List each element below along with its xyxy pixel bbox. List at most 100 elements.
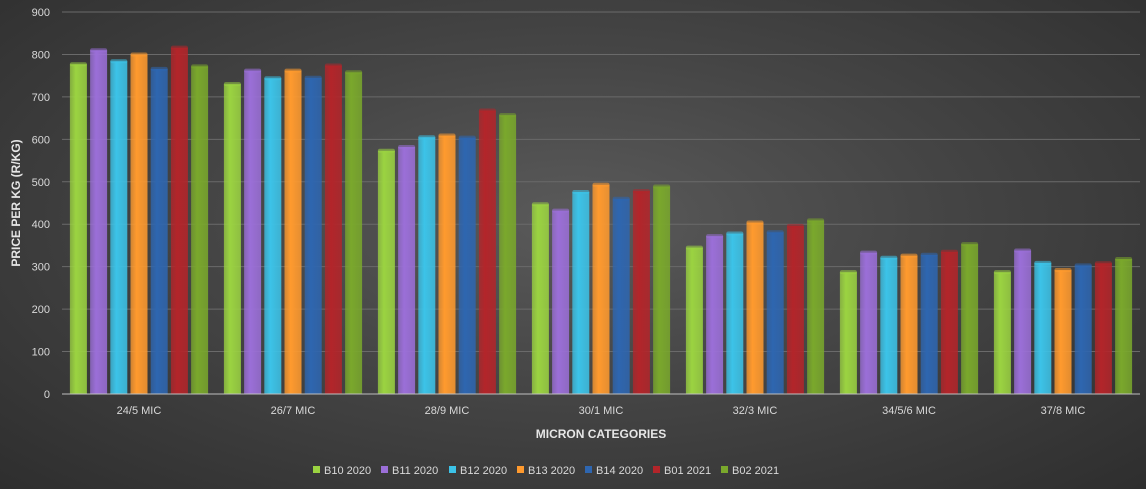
bar-cap [1014, 248, 1032, 253]
bar [264, 76, 282, 395]
bar [632, 189, 650, 394]
x-tick-label: 34/5/6 MIC [882, 405, 936, 417]
bar-body [438, 135, 456, 394]
bar [900, 253, 918, 394]
x-tick-label: 28/9 MIC [425, 405, 470, 417]
bar-body [1094, 263, 1112, 394]
bar [438, 133, 456, 394]
legend-swatch [653, 466, 660, 473]
gridlines [62, 11, 1140, 353]
bar-cap [130, 52, 148, 57]
legend-label: B14 2020 [596, 465, 643, 477]
bar [345, 70, 363, 394]
bar-body [377, 150, 395, 394]
bar-cap [324, 63, 342, 68]
bar-body [880, 257, 898, 394]
bar-cap [1074, 263, 1092, 268]
bar-body [632, 191, 650, 394]
bar-cap [284, 68, 302, 73]
bar-body [244, 70, 262, 394]
x-tick-label: 30/1 MIC [579, 405, 624, 417]
y-tick-label: 0 [44, 389, 50, 401]
bar-cap [552, 208, 570, 213]
y-tick-label: 100 [32, 347, 50, 359]
y-tick-label: 600 [32, 134, 50, 146]
bar-cap [69, 62, 87, 67]
bar-cap [398, 144, 416, 149]
bar-body [150, 68, 168, 395]
bar [839, 270, 857, 394]
bar [920, 252, 938, 394]
x-axis-title: MICRON CATEGORIES [536, 427, 666, 441]
bar-cap [860, 250, 878, 255]
bar-body [653, 186, 671, 394]
x-tick-label: 26/7 MIC [271, 405, 316, 417]
y-axis-title: PRICE PER KG (R/KG) [9, 139, 23, 266]
bar-body [726, 233, 744, 394]
legend-item: B01 2021 [653, 465, 711, 477]
legend-swatch [313, 466, 320, 473]
bar [1094, 261, 1112, 394]
bar-cap [223, 82, 241, 87]
bar-cap [377, 148, 395, 153]
bar-cap [786, 223, 804, 228]
bar-body [1054, 270, 1072, 394]
legend-swatch [517, 466, 524, 473]
bar-cap [1094, 261, 1112, 266]
bar-cap [900, 253, 918, 258]
bar [478, 108, 496, 395]
bar-cap [880, 255, 898, 260]
bar [612, 196, 630, 394]
bar-cap [746, 220, 764, 225]
bar [880, 255, 898, 394]
bar [706, 234, 724, 394]
bar-body [612, 198, 630, 394]
bar-body [1115, 259, 1133, 394]
bar-cap [458, 135, 476, 140]
bar-body [324, 65, 342, 394]
legend-label: B13 2020 [528, 465, 575, 477]
bar-cap [150, 66, 168, 71]
legend-label: B10 2020 [324, 465, 371, 477]
bar-body [940, 251, 958, 394]
bar-cap [531, 202, 549, 207]
bar-body [961, 244, 979, 394]
bar [69, 62, 87, 394]
bar-body [839, 272, 857, 394]
bar-cap [839, 270, 857, 275]
bar-body [191, 66, 209, 394]
y-axis-ticks: 0 100 200 300 400 500 600 700 800 900 [32, 7, 50, 401]
bar [993, 270, 1011, 394]
bar [499, 113, 517, 394]
legend-item: B10 2020 [313, 465, 371, 477]
bar-body [223, 84, 241, 395]
bar-cap [706, 234, 724, 239]
bar-cap [766, 230, 784, 235]
x-tick-label: 32/3 MIC [733, 405, 778, 417]
bar-body [766, 232, 784, 394]
bar [726, 231, 744, 394]
y-tick-label: 700 [32, 92, 50, 104]
bar-body [304, 77, 322, 395]
y-tick-label: 400 [32, 219, 50, 231]
bar [1115, 257, 1133, 394]
bar [766, 230, 784, 394]
bar [786, 223, 804, 394]
bar-cap [726, 231, 744, 236]
bar-cap [170, 45, 188, 50]
legend-item: B11 2020 [381, 465, 438, 477]
bar [418, 135, 436, 394]
bars [69, 45, 1133, 395]
y-tick-label: 800 [32, 49, 50, 61]
legend-swatch [585, 466, 592, 473]
bar-cap [304, 75, 322, 80]
bar [304, 75, 322, 395]
bar [531, 202, 549, 394]
bar [1014, 248, 1032, 394]
bar-cap [1034, 260, 1052, 265]
bar-body [993, 272, 1011, 394]
bar-cap [653, 184, 671, 189]
bar [1074, 263, 1092, 394]
legend-label: B02 2021 [732, 465, 779, 477]
bar [572, 189, 590, 394]
